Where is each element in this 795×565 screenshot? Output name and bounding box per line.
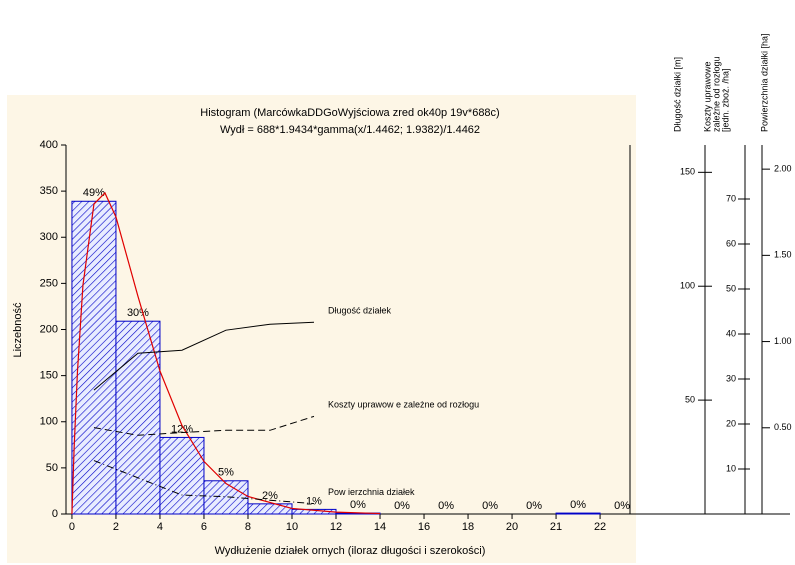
bar xyxy=(159,436,205,515)
overlay-line xyxy=(93,415,315,436)
x-tick-label: 22 xyxy=(594,521,606,533)
bar-percent-label: 49% xyxy=(83,187,105,199)
x-tick-label: 16 xyxy=(418,521,430,533)
chart-title: Histogram (MarcówkaDDGoWyjściowa zred ok… xyxy=(200,107,499,119)
fit-curve xyxy=(71,191,381,515)
bar xyxy=(555,512,601,515)
y-tick-label: 50 xyxy=(46,462,58,474)
bar-percent-label: 0% xyxy=(570,499,586,511)
bar-percent-label: 0% xyxy=(614,500,630,512)
bar-percent-label: 30% xyxy=(127,307,149,319)
bar-percent-label: 0% xyxy=(438,500,454,512)
x-tick-label: 21 xyxy=(550,521,562,533)
x-tick-label: 8 xyxy=(245,521,251,533)
right-axis-title: [jedn. zboż. /ha] xyxy=(720,68,730,132)
bar xyxy=(71,200,117,515)
right-axis-title: Długość działki [m] xyxy=(672,57,682,132)
x-tick-label: 20 xyxy=(506,521,518,533)
x-tick-label: 4 xyxy=(157,521,163,533)
x-tick-label: 12 xyxy=(330,521,342,533)
chart-subtitle: Wydł = 688*1.9434*gamma(x/1.4462; 1.9382… xyxy=(220,124,480,136)
bar xyxy=(203,480,249,515)
x-tick-label: 14 xyxy=(374,521,386,533)
y-tick-label: 0 xyxy=(52,508,58,520)
y-tick-label: 350 xyxy=(40,185,58,197)
x-tick-label: 2 xyxy=(113,521,119,533)
bar-percent-label: 0% xyxy=(394,500,410,512)
bar-percent-label: 0% xyxy=(482,500,498,512)
right-axis-title: Koszty uprawowe xyxy=(702,61,712,132)
y2-tick-label: 150 xyxy=(680,167,695,177)
y4-tick-label: 0.50 xyxy=(774,422,792,432)
bar-percent-label: 2% xyxy=(262,490,278,502)
right-axis-title: Powierzchnia działki [ha] xyxy=(759,33,769,132)
y3-tick-label: 70 xyxy=(726,193,736,203)
x-axis-label: Wydłużenie działek ornych (iloraz długoś… xyxy=(215,545,486,557)
x-tick-label: 18 xyxy=(462,521,474,533)
overlay-annotation: Długość działek xyxy=(328,306,392,316)
y3-tick-label: 50 xyxy=(726,283,736,293)
bar-percent-label: 5% xyxy=(218,467,234,479)
x-tick-label: 0 xyxy=(69,521,75,533)
y-tick-label: 300 xyxy=(40,231,58,243)
bar-percent-label: 1% xyxy=(306,495,322,507)
y-axis-label: Liczebność xyxy=(12,302,24,358)
y3-tick-label: 20 xyxy=(726,418,736,428)
x-tick-label: 6 xyxy=(201,521,207,533)
y-tick-label: 100 xyxy=(40,416,58,428)
overlay-annotation: Koszty uprawow e zależne od rozłogu xyxy=(328,400,479,410)
bar-percent-label: 0% xyxy=(350,499,366,511)
overlay-annotation: Pow ierzchnia działek xyxy=(328,487,415,497)
y-tick-label: 250 xyxy=(40,277,58,289)
y3-tick-label: 10 xyxy=(726,463,736,473)
y-tick-label: 150 xyxy=(40,370,58,382)
y3-tick-label: 30 xyxy=(726,373,736,383)
right-axis-title: zależne od rozłogu xyxy=(711,56,721,132)
y2-tick-label: 100 xyxy=(680,281,695,291)
bar xyxy=(247,503,293,515)
y-tick-label: 400 xyxy=(40,139,58,151)
y3-tick-label: 40 xyxy=(726,328,736,338)
x-tick-label: 10 xyxy=(286,521,298,533)
y3-tick-label: 60 xyxy=(726,238,736,248)
y4-tick-label: 2.00 xyxy=(774,164,792,174)
y-tick-label: 200 xyxy=(40,323,58,335)
y4-tick-label: 1.50 xyxy=(774,250,792,260)
bar-percent-label: 0% xyxy=(526,500,542,512)
y2-tick-label: 50 xyxy=(685,394,695,404)
overlay-line xyxy=(93,460,315,505)
overlay-line xyxy=(93,321,315,391)
y4-tick-label: 1.00 xyxy=(774,336,792,346)
